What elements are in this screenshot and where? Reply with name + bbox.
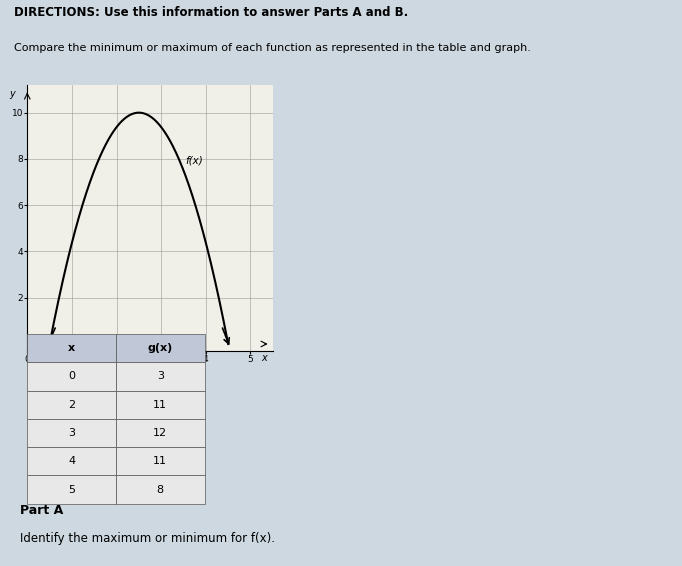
Text: Part A: Part A: [20, 504, 63, 517]
Text: Compare the minimum or maximum of each function as represented in the table and : Compare the minimum or maximum of each f…: [14, 43, 531, 53]
Text: f(x): f(x): [186, 156, 203, 165]
Text: DIRECTIONS: Use this information to answer Parts A and B.: DIRECTIONS: Use this information to answ…: [14, 6, 408, 19]
Text: Identify the maximum or minimum for f(x).: Identify the maximum or minimum for f(x)…: [20, 532, 276, 545]
Text: y: y: [9, 89, 14, 99]
Text: x: x: [261, 353, 267, 363]
